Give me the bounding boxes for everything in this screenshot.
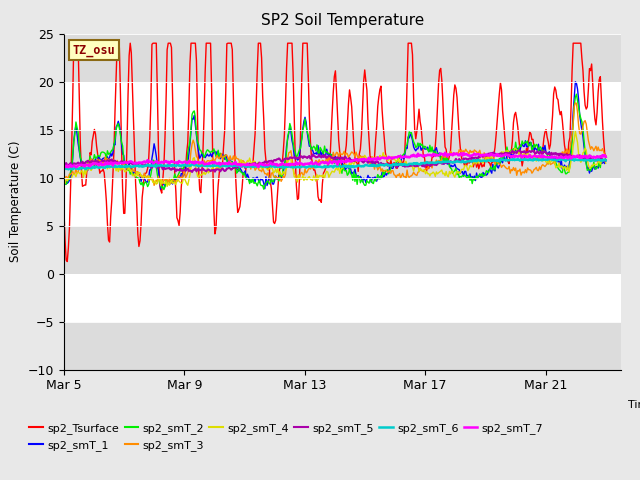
sp2_smT_5 [602,157,609,163]
sp2_smT_6 [319,164,326,170]
Line: sp2_Tsurface: sp2_Tsurface [64,43,605,262]
sp2_smT_1 [506,154,513,160]
sp2_smT_1 [322,153,330,158]
sp2_Tsurface [63,259,71,264]
sp2_smT_6 [506,157,513,163]
sp2_smT_3 [572,100,579,106]
sp2_smT_4 [384,158,392,164]
sp2_smT_4 [572,128,579,134]
sp2_smT_6 [384,162,392,168]
sp2_smT_7 [355,157,362,163]
Y-axis label: Soil Temperature (C): Soil Temperature (C) [10,141,22,263]
sp2_smT_2 [591,165,599,171]
sp2_smT_1 [602,158,609,164]
sp2_smT_5 [591,158,599,164]
Line: sp2_smT_6: sp2_smT_6 [64,158,605,169]
sp2_smT_2 [506,148,513,154]
sp2_smT_6 [65,167,72,172]
sp2_Tsurface [323,164,331,169]
sp2_smT_5 [384,163,392,168]
sp2_smT_5 [355,158,362,164]
sp2_Tsurface [60,208,68,214]
sp2_smT_5 [506,150,513,156]
sp2_smT_1 [355,173,362,179]
Line: sp2_smT_4: sp2_smT_4 [64,131,605,186]
sp2_smT_5 [60,164,68,169]
sp2_smT_1 [157,186,164,192]
sp2_smT_1 [319,149,326,155]
Line: sp2_smT_7: sp2_smT_7 [64,153,605,168]
sp2_smT_6 [591,157,599,163]
sp2_smT_6 [602,157,609,163]
sp2_smT_3 [506,164,513,169]
sp2_smT_6 [545,155,553,161]
sp2_smT_2 [602,154,609,160]
sp2_smT_6 [60,165,68,171]
sp2_smT_7 [591,155,599,160]
sp2_smT_4 [163,183,171,189]
sp2_smT_7 [441,150,449,156]
sp2_Tsurface [506,152,514,157]
sp2_smT_5 [319,153,326,158]
sp2_smT_3 [322,158,330,164]
sp2_smT_3 [602,153,609,158]
sp2_smT_7 [65,165,72,170]
sp2_smT_7 [384,156,392,162]
Line: sp2_smT_1: sp2_smT_1 [64,82,605,189]
sp2_smT_1 [572,79,579,84]
sp2_smT_2 [355,174,362,180]
sp2_smT_1 [384,170,392,176]
sp2_smT_5 [515,147,523,153]
sp2_Tsurface [355,151,363,157]
sp2_smT_6 [322,165,330,170]
sp2_smT_3 [355,156,362,161]
Line: sp2_smT_2: sp2_smT_2 [64,94,605,190]
Bar [64,226,621,274]
sp2_smT_4 [319,174,326,180]
sp2_smT_3 [150,182,158,188]
sp2_smT_2 [60,181,68,187]
sp2_smT_3 [60,175,68,181]
sp2_smT_5 [188,169,196,175]
sp2_smT_2 [384,167,392,173]
sp2_smT_4 [355,158,362,164]
sp2_smT_4 [506,151,513,156]
sp2_smT_7 [506,153,514,159]
sp2_smT_2 [160,187,168,192]
Line: sp2_smT_3: sp2_smT_3 [64,103,605,185]
sp2_smT_2 [319,149,326,155]
Text: TZ_osu: TZ_osu [72,44,115,57]
sp2_smT_2 [573,91,580,97]
sp2_smT_6 [355,162,362,168]
sp2_smT_4 [591,161,599,167]
sp2_smT_1 [60,181,68,187]
Text: Time: Time [628,400,640,410]
Title: SP2 Soil Temperature: SP2 Soil Temperature [260,13,424,28]
sp2_smT_7 [322,159,330,165]
Line: sp2_smT_5: sp2_smT_5 [64,150,605,172]
sp2_Tsurface [70,40,77,46]
sp2_smT_3 [319,157,326,163]
sp2_smT_7 [60,164,68,169]
sp2_Tsurface [602,153,609,159]
sp2_smT_3 [384,169,392,175]
sp2_smT_4 [60,180,68,186]
sp2_smT_5 [322,155,330,160]
sp2_Tsurface [385,160,392,166]
sp2_smT_1 [591,167,599,172]
sp2_smT_4 [602,160,609,166]
Bar [64,34,621,82]
sp2_Tsurface [591,116,599,122]
Bar [64,322,621,370]
sp2_Tsurface [319,170,327,176]
Legend: sp2_Tsurface, sp2_smT_1, sp2_smT_2, sp2_smT_3, sp2_smT_4, sp2_smT_5, sp2_smT_6, : sp2_Tsurface, sp2_smT_1, sp2_smT_2, sp2_… [25,419,548,455]
sp2_smT_4 [322,171,330,177]
sp2_smT_3 [591,145,599,151]
Bar [64,130,621,178]
sp2_smT_7 [602,154,609,160]
sp2_smT_7 [319,159,326,165]
sp2_smT_2 [322,149,330,155]
